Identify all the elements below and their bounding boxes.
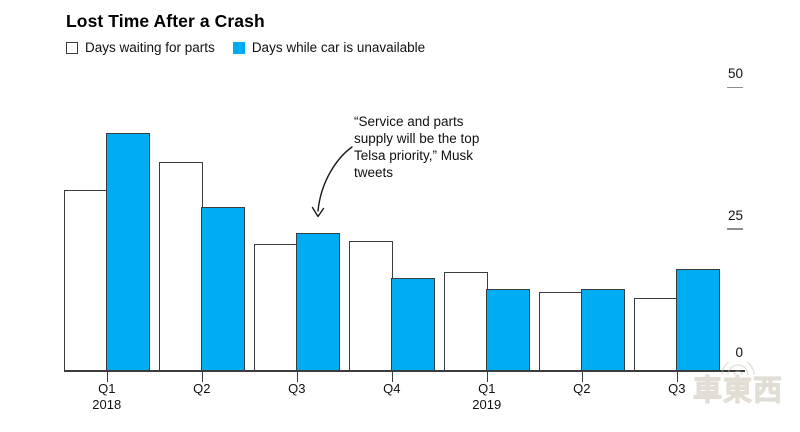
x-tick-q3-2018 [296, 371, 299, 382]
x-label-q4-2018: Q4 [383, 381, 401, 396]
bar-days-car-unavailable-q3-2019 [676, 269, 720, 372]
y-tick-25 [727, 228, 743, 230]
y-label-25: 25 [727, 207, 743, 223]
x-label-year-2018: 2018 [92, 396, 122, 412]
bar-days-waiting-for-parts-q3-2019 [634, 297, 678, 372]
x-label-q3-2018: Q3 [288, 381, 306, 396]
bar-days-car-unavailable-q2-2018 [201, 207, 245, 372]
annotation-line: Telsa priority,” Musk [354, 148, 474, 163]
legend-label-parts: Days waiting for parts [85, 40, 215, 55]
x-axis-line [64, 370, 745, 372]
legend: Days waiting for parts Days while car is… [66, 40, 425, 55]
bar-days-waiting-for-parts-q2-2018 [159, 161, 203, 372]
chart-title: Lost Time After a Crash [66, 11, 265, 31]
x-tick-q1-2018 [106, 371, 109, 382]
bar-days-car-unavailable-q3-2018 [296, 232, 340, 372]
x-label-q3-2019: Q3 [668, 381, 686, 396]
annotation-line: supply will be the top [354, 131, 480, 146]
annotation-line: “Service and parts [354, 114, 464, 129]
annotation-line: tweets [354, 165, 394, 180]
annotation-text: “Service and parts supply will be the to… [354, 113, 534, 181]
bar-days-waiting-for-parts-q4-2018 [349, 241, 393, 372]
bar-days-waiting-for-parts-q1-2019 [444, 272, 488, 372]
bar-days-car-unavailable-q1-2018 [106, 133, 150, 372]
x-tick-q2-2019 [581, 371, 584, 382]
x-label-q1-2018: Q1 2018 [67, 381, 147, 412]
bar-days-car-unavailable-q1-2019 [486, 289, 530, 372]
y-tick-50 [727, 86, 743, 88]
x-tick-q4-2018 [391, 371, 394, 382]
bar-days-car-unavailable-q2-2019 [581, 289, 625, 372]
bar-days-waiting-for-parts-q2-2019 [539, 292, 583, 372]
y-label-50: 50 [727, 66, 743, 81]
x-label-year-2019: 2019 [472, 396, 502, 412]
legend-swatch-parts-icon [66, 41, 78, 54]
bar-days-waiting-for-parts-q3-2018 [254, 243, 298, 372]
legend-swatch-unavailable-icon [232, 41, 245, 54]
legend-item-parts: Days waiting for parts [66, 40, 215, 55]
legend-item-unavailable: Days while car is unavailable [232, 40, 426, 55]
x-label-q2-2019: Q2 [573, 381, 591, 396]
x-tick-q2-2018 [201, 371, 204, 382]
x-tick-q3-2019 [676, 371, 679, 382]
y-label-0: 0 [735, 345, 743, 360]
x-label-q1-2019: Q1 2019 [447, 381, 527, 412]
bar-days-car-unavailable-q4-2018 [391, 277, 435, 372]
x-label-q2-2018: Q2 [193, 381, 211, 396]
legend-label-unavailable: Days while car is unavailable [251, 40, 426, 55]
x-tick-q1-2019 [486, 371, 489, 382]
bar-days-waiting-for-parts-q1-2018 [64, 190, 108, 372]
